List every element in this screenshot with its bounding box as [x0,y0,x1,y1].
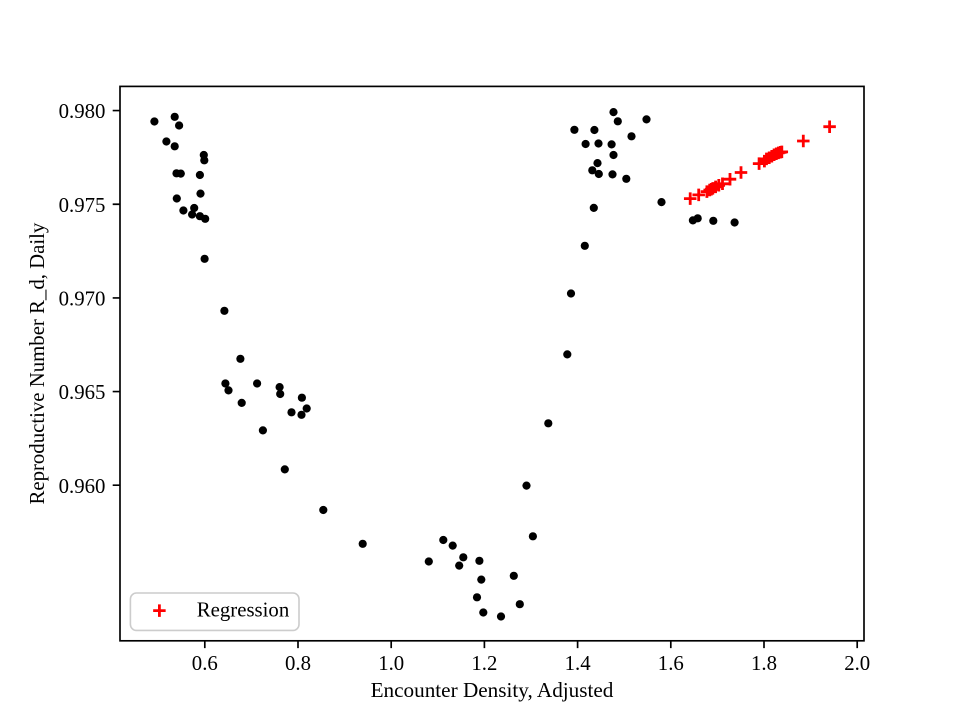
svg-text:0.975: 0.975 [59,194,106,217]
svg-text:1.8: 1.8 [751,652,777,675]
svg-text:0.6: 0.6 [192,652,218,675]
svg-text:1.2: 1.2 [471,652,497,675]
svg-text:Encounter Density, Adjusted: Encounter Density, Adjusted [371,678,614,702]
svg-text:0.960: 0.960 [59,475,106,498]
svg-text:0.970: 0.970 [59,288,106,311]
svg-text:Reproductive Number R_d, Daily: Reproductive Number R_d, Daily [26,222,49,504]
svg-text:2.0: 2.0 [844,652,870,675]
svg-text:0.965: 0.965 [59,381,106,404]
svg-text:0.980: 0.980 [59,100,106,123]
svg-text:1.0: 1.0 [378,652,404,675]
svg-text:Regression: Regression [197,599,290,622]
svg-text:0.8: 0.8 [285,652,311,675]
svg-text:1.6: 1.6 [658,652,684,675]
svg-text:1.4: 1.4 [565,652,592,675]
